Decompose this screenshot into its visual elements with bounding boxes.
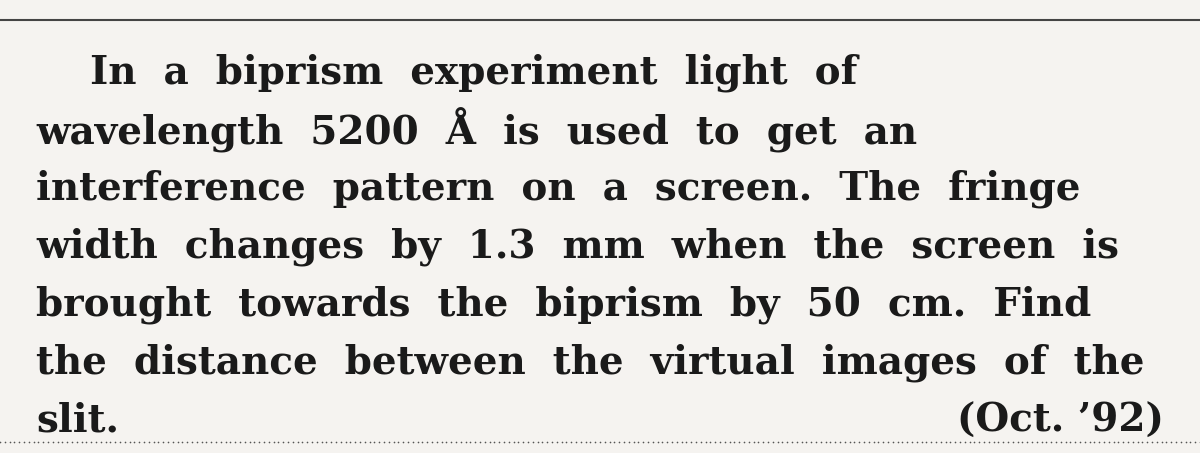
Text: width  changes  by  1.3  mm  when  the  screen  is: width changes by 1.3 mm when the screen … xyxy=(36,227,1120,265)
Text: interference  pattern  on  a  screen.  The  fringe: interference pattern on a screen. The fr… xyxy=(36,169,1080,207)
Text: slit.: slit. xyxy=(36,401,119,439)
Text: In  a  biprism  experiment  light  of: In a biprism experiment light of xyxy=(36,53,857,92)
Text: brought  towards  the  biprism  by  50  cm.  Find: brought towards the biprism by 50 cm. Fi… xyxy=(36,285,1091,323)
Text: the  distance  between  the  virtual  images  of  the: the distance between the virtual images … xyxy=(36,343,1145,381)
Text: wavelength  5200  Å  is  used  to  get  an: wavelength 5200 Å is used to get an xyxy=(36,108,917,153)
Text: (Oct. ’92): (Oct. ’92) xyxy=(958,401,1164,439)
